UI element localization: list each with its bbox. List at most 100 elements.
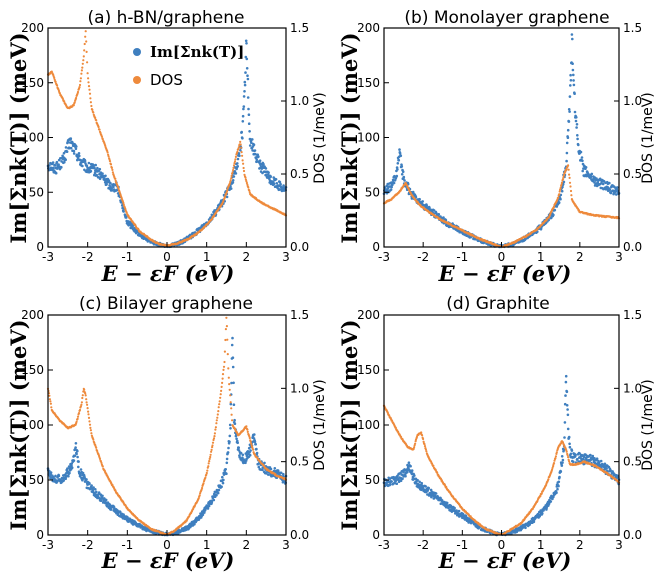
panel-b-point: [548, 215, 551, 218]
panel-b-point: [567, 168, 570, 171]
panel-c-point: [222, 478, 225, 482]
panel-a-point: [239, 143, 242, 146]
panel-d-point: [589, 453, 592, 457]
panel-a-point: [97, 125, 100, 129]
panel-a-point: [117, 187, 120, 190]
panel-b-point: [571, 62, 574, 65]
panel-a-point: [246, 183, 249, 186]
panel-c-point: [228, 423, 232, 427]
panel-a-point: [232, 164, 236, 167]
panel-a-point: [254, 152, 257, 156]
panel-c-point: [210, 448, 213, 451]
panel-a-point: [80, 69, 83, 72]
panel-c-point: [101, 465, 104, 468]
panel-a-point: [243, 83, 247, 87]
panel-c-point: [221, 475, 224, 479]
panel-c-point: [68, 471, 71, 475]
panel-a-point: [242, 105, 246, 108]
panel-a-point: [125, 211, 128, 214]
panel-a-point: [231, 181, 235, 184]
panel-a-point: [78, 86, 81, 89]
panel-c-point: [49, 471, 53, 474]
panel-a-y2tick-label: 0.0: [290, 240, 309, 254]
panel-b-xtick-label: 2: [576, 250, 584, 264]
panel-b-point: [593, 181, 596, 184]
panel-d-point: [569, 452, 573, 456]
panel-b-point: [547, 218, 550, 222]
panel-d-point: [563, 436, 566, 439]
panel-a-point: [110, 187, 113, 190]
panel-c-point: [231, 336, 234, 340]
panel-a-point: [242, 166, 245, 170]
panel-d-title: (d) Graphite: [446, 294, 549, 314]
panel-c-point: [231, 365, 235, 369]
panel-c-point: [50, 406, 53, 409]
panel-a-point: [229, 180, 232, 184]
panel-d-point: [567, 435, 571, 439]
panel-a-xtick-label: 3: [282, 250, 290, 264]
panel-b-point: [601, 182, 605, 186]
panel-b-point: [576, 137, 579, 141]
panel-c-point: [226, 353, 229, 356]
panel-d-point: [388, 483, 392, 486]
panel-a-point: [62, 151, 66, 155]
panel-b-point: [560, 181, 564, 184]
panel-c-point: [221, 373, 225, 376]
panel-a-point: [111, 171, 114, 174]
panel-b-xlabel: E − εF (eV): [438, 261, 572, 286]
panel-a-xlabel: E − εF (eV): [101, 261, 235, 286]
panel-c-xtick-label: -2: [82, 538, 94, 552]
panel-a-point: [84, 30, 87, 33]
panel-c-y2label: DOS (1/meV): [312, 379, 328, 471]
panel-c-series-dos: [46, 316, 288, 536]
panel-a-point: [69, 137, 73, 140]
panel-a-point: [89, 169, 93, 173]
panel-d-point: [427, 486, 431, 490]
panel-a-point: [89, 101, 92, 104]
panel-d-point: [555, 451, 558, 454]
panel-d-point: [424, 485, 428, 488]
panel-b-point: [616, 186, 619, 189]
panel-a-point: [93, 166, 96, 170]
panel-b-point: [567, 164, 570, 167]
panel-a-point: [64, 146, 68, 149]
panel-c-point: [211, 444, 214, 447]
panel-c-point: [213, 432, 216, 435]
panel-a-point: [225, 195, 229, 199]
panel-b-point: [573, 110, 577, 114]
panel-d-point: [570, 449, 574, 452]
panel-c-point: [222, 365, 226, 368]
panel-c-point: [215, 422, 218, 425]
panel-c-point: [80, 403, 83, 406]
panel-b-point: [559, 197, 562, 201]
panel-b-point: [589, 175, 593, 179]
panel-a-point: [236, 165, 239, 168]
panel-a-point: [75, 145, 78, 148]
panel-b-point: [575, 123, 579, 126]
panel-c-point: [88, 423, 92, 426]
panel-b-point: [568, 95, 572, 98]
panel-c-point: [233, 422, 237, 426]
panel-c-point: [209, 455, 212, 459]
panel-d-xtick-label: -2: [417, 538, 429, 552]
panel-b-point: [566, 136, 570, 139]
panel-a-point: [109, 181, 112, 185]
panel-a-point: [107, 155, 110, 158]
panel-b-xtick-label: 3: [615, 250, 623, 264]
panel-d-point: [554, 455, 558, 458]
panel-a-title: (a) h-BN/graphene: [88, 8, 245, 28]
panel-d-y2tick-label: 0.0: [623, 528, 642, 542]
panel-a-point: [122, 201, 125, 205]
panel-a-point: [110, 166, 113, 169]
panel-c-point: [228, 440, 231, 444]
panel-c-point: [214, 428, 217, 431]
panel-a-point: [104, 144, 107, 147]
panel-b-point: [552, 205, 556, 208]
panel-d-series-self-energy: [382, 374, 621, 537]
legend-dos-label: DOS: [150, 71, 183, 89]
panel-c-point: [205, 471, 208, 475]
panel-a-point: [85, 40, 88, 43]
panel-d-point: [539, 494, 542, 498]
panel-a-point: [232, 166, 235, 169]
panel-c-point: [213, 435, 216, 438]
